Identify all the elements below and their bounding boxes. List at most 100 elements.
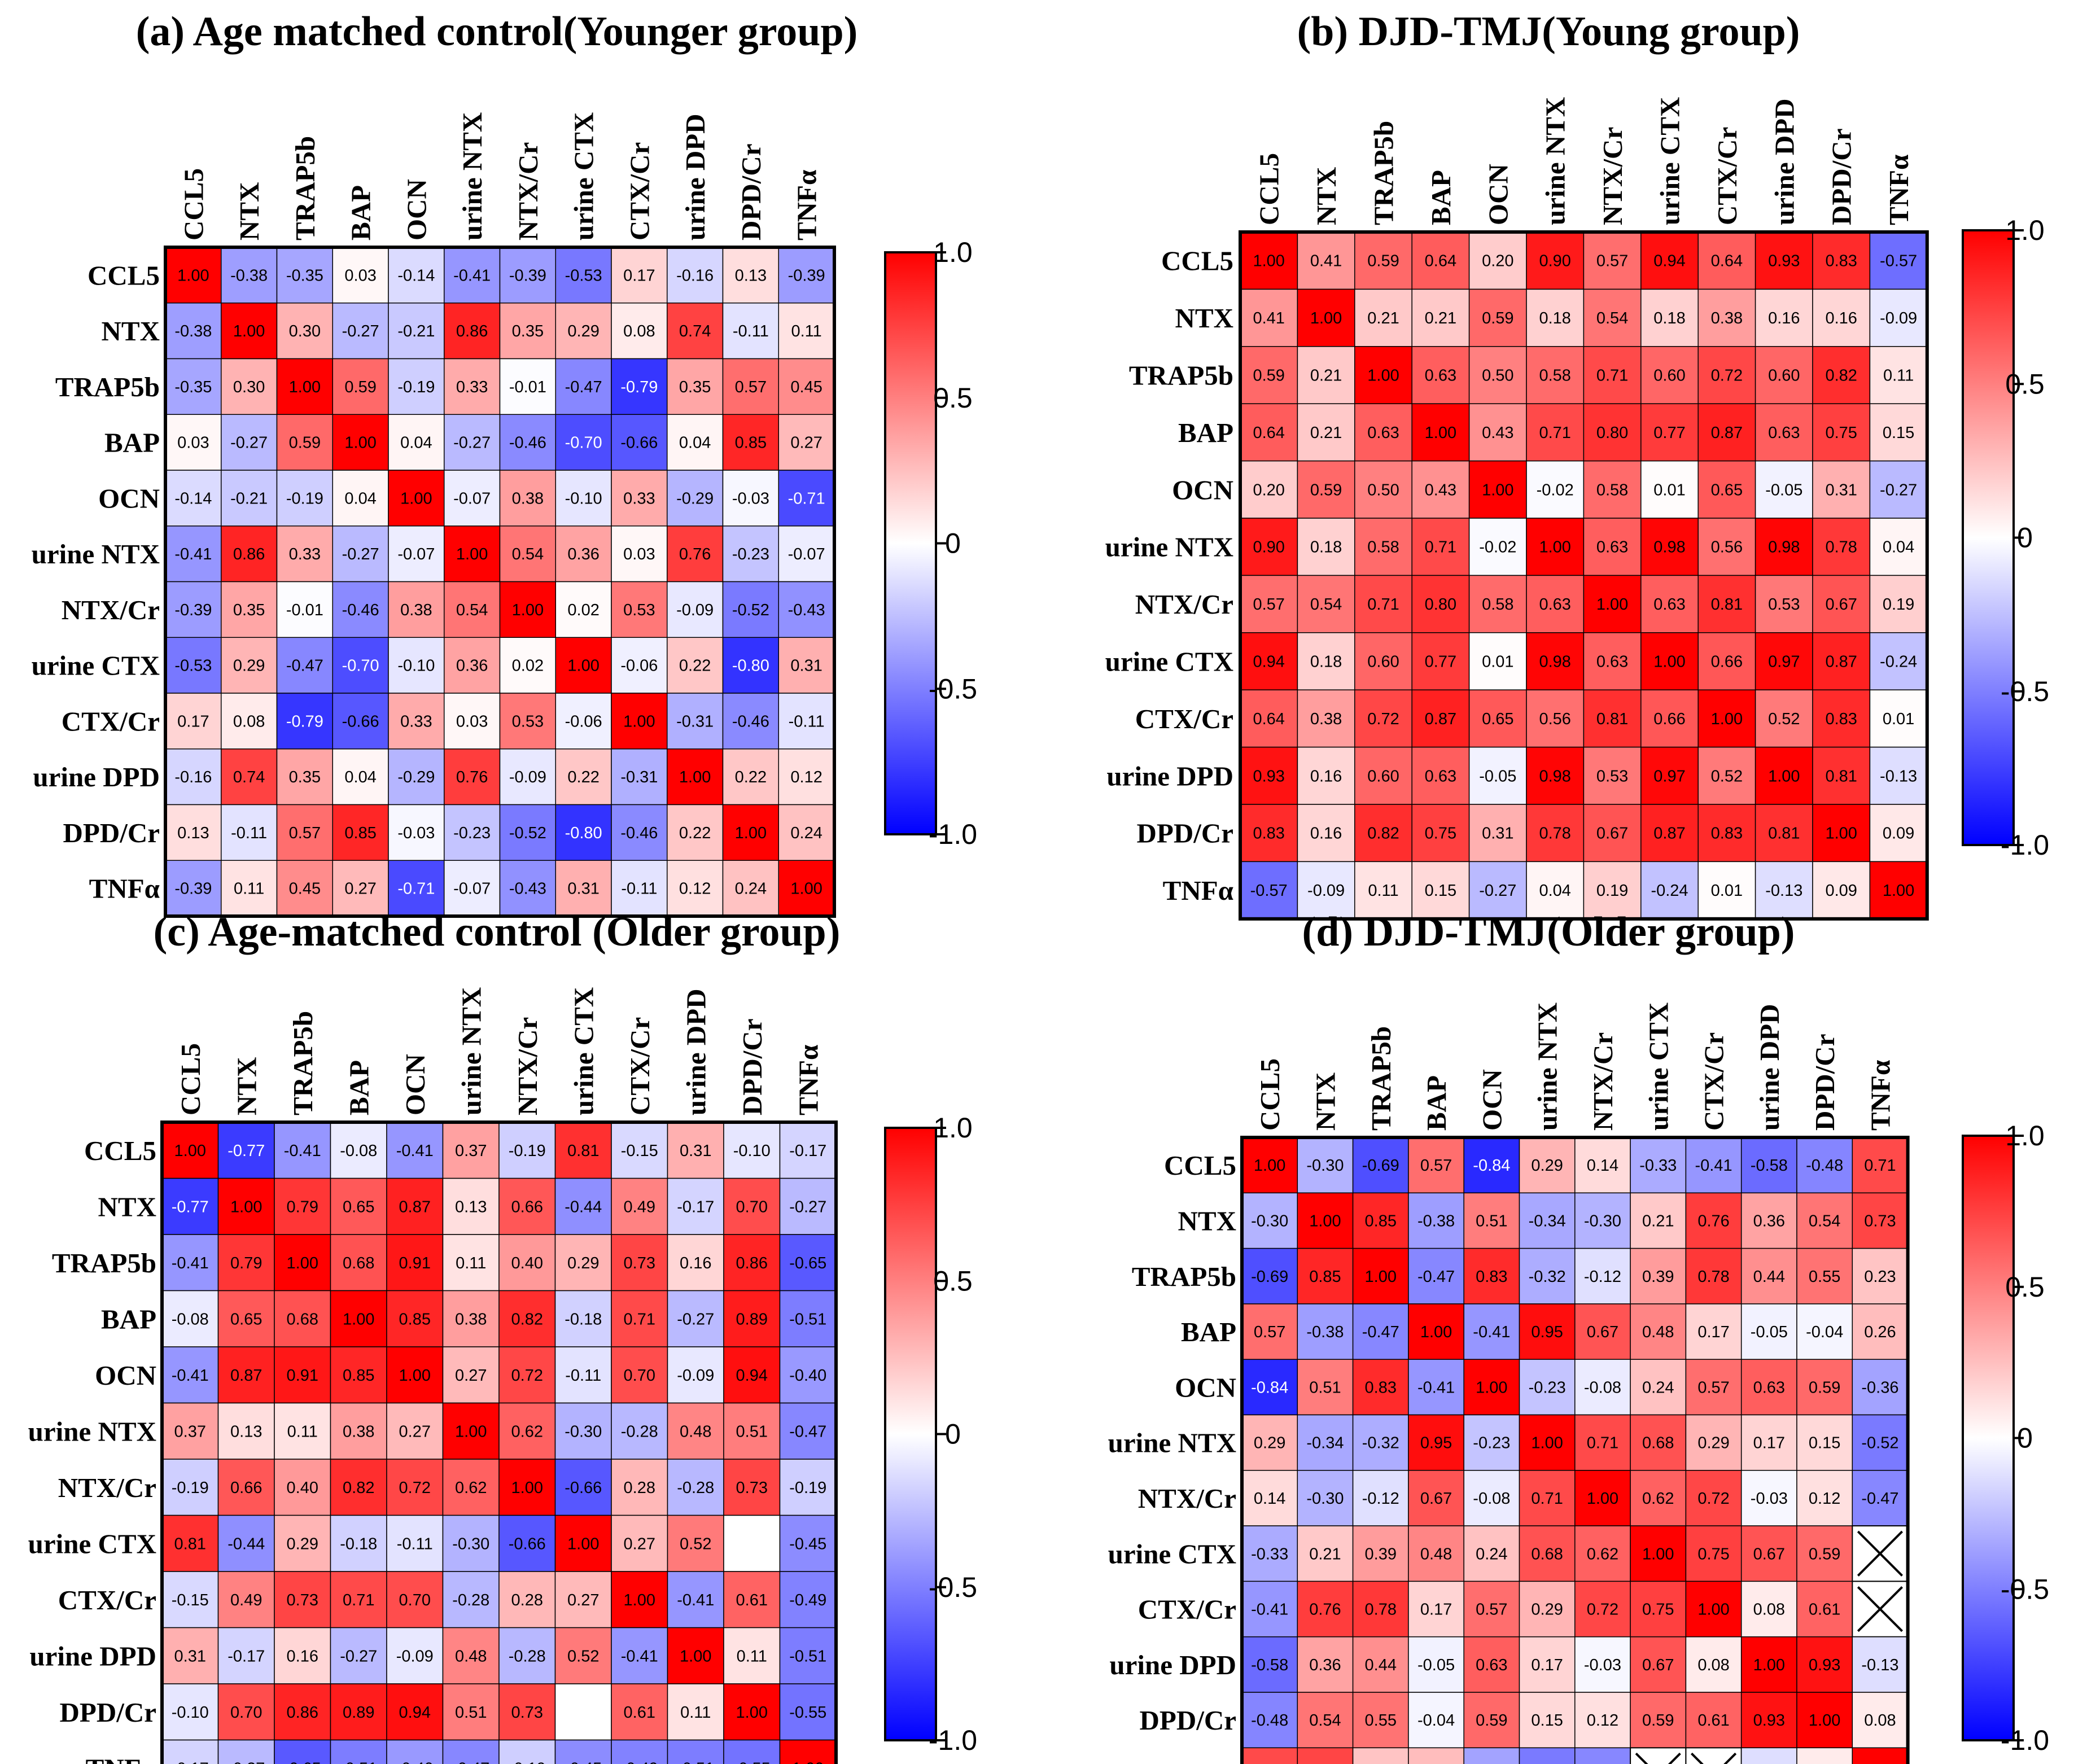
cell-value-label: 0.29 xyxy=(567,1254,599,1272)
cell-value-label: -0.57 xyxy=(1250,882,1288,900)
cell-value-label: -0.77 xyxy=(172,1198,209,1216)
cell-value-label: -0.84 xyxy=(1251,1378,1288,1397)
heatmap-cell xyxy=(1869,288,1928,347)
heatmap-cell xyxy=(1740,1636,1797,1693)
heatmap-cell xyxy=(386,1122,444,1179)
cell-value-label: 0.60 xyxy=(1653,367,1685,385)
cell-value-label: 0.29 xyxy=(1254,1434,1285,1452)
cell-value-label: 0.87 xyxy=(399,1198,431,1216)
cell-value-label: 0.08 xyxy=(1864,1712,1896,1730)
heatmap-cell xyxy=(723,1346,781,1404)
cell-value-label: 0.14 xyxy=(1254,1490,1285,1508)
cell-value-label: -0.13 xyxy=(1765,882,1802,900)
cell-value-label: 0.59 xyxy=(1310,481,1342,499)
colorbar-tick-label: 0 xyxy=(945,1419,961,1450)
cell-value-label: 0.01 xyxy=(1883,710,1914,728)
cell-value-label: 0.20 xyxy=(1253,481,1284,499)
heatmap-cell xyxy=(1468,689,1527,748)
cell-value-label: 0.15 xyxy=(1425,882,1456,900)
cell-value-label: 0.75 xyxy=(1825,424,1857,442)
cell-value-label: 0.83 xyxy=(1476,1268,1507,1286)
cell-value-label: -0.02 xyxy=(1479,539,1516,557)
heatmap-cell xyxy=(1740,1581,1797,1638)
row-label: NTX xyxy=(98,1191,156,1222)
missing-cross-line xyxy=(1635,1752,1648,1764)
heatmap-cell xyxy=(555,526,612,583)
heatmap-cell xyxy=(1352,1359,1409,1416)
cell-value-label: 0.40 xyxy=(287,1479,318,1497)
cell-value-label: 0.35 xyxy=(233,601,265,619)
heatmap-cell xyxy=(1574,1525,1631,1582)
heatmap-cell xyxy=(1297,689,1355,748)
column-label: TRAP5b xyxy=(290,136,321,240)
heatmap-cell xyxy=(388,358,445,415)
cell-value-label: 0.54 xyxy=(1809,1212,1840,1230)
heatmap-cell xyxy=(1354,632,1412,690)
heatmap-cell xyxy=(1463,1692,1520,1749)
cell-value-label: 0.04 xyxy=(1539,882,1570,900)
cell-value-label: 0.23 xyxy=(1864,1268,1896,1286)
heatmap-cell xyxy=(330,1178,387,1235)
heatmap-cell xyxy=(779,1739,837,1764)
cell-value-label: 0.17 xyxy=(1697,1323,1729,1341)
heatmap-cell xyxy=(274,1346,331,1404)
heatmap-cell xyxy=(778,804,835,861)
heatmap-cell xyxy=(1297,1470,1354,1526)
panel-title: (b) DJD-TMJ(Young group) xyxy=(1297,8,1800,55)
heatmap-cell xyxy=(444,303,501,360)
heatmap-cell xyxy=(1685,1359,1742,1416)
cell-value-label: 0.52 xyxy=(1768,710,1800,728)
heatmap-cell xyxy=(274,1290,331,1347)
cell-value-label: 0.98 xyxy=(1768,539,1800,557)
cell-value-label: 0.90 xyxy=(1253,539,1284,557)
cell-value-label: 0.87 xyxy=(1653,825,1685,843)
cell-value-label: 0.35 xyxy=(289,768,321,786)
cell-value-label: 0.59 xyxy=(1253,367,1284,385)
cell-value-label: 0.94 xyxy=(1653,252,1685,270)
heatmap-cell xyxy=(161,1514,219,1572)
cell-value-label: 0.63 xyxy=(1768,424,1800,442)
heatmap-cell xyxy=(1408,1248,1464,1305)
heatmap-cell xyxy=(1352,1414,1409,1471)
cell-value-label: 0.12 xyxy=(1587,1712,1618,1730)
heatmap-cell xyxy=(1583,346,1642,404)
cell-value-label: 0.65 xyxy=(1482,710,1513,728)
heatmap-cell xyxy=(1297,288,1355,347)
cell-value-label: 0.08 xyxy=(1753,1601,1785,1619)
cell-value-label: 0.48 xyxy=(680,1422,711,1441)
cell-value-label: 1.00 xyxy=(1642,1545,1674,1563)
cell-value-label: -0.32 xyxy=(1529,1268,1566,1286)
cell-value-label: 0.37 xyxy=(455,1142,487,1160)
column-label: CCL5 xyxy=(1254,1058,1285,1131)
heatmap-cell xyxy=(1630,1692,1687,1749)
cell-value-label: 0.72 xyxy=(1711,367,1743,385)
cell-value-label: 0.31 xyxy=(1482,825,1513,843)
heatmap-cell xyxy=(667,749,724,806)
heatmap-cell xyxy=(1685,1692,1742,1749)
cell-value-label: 1.00 xyxy=(1253,252,1284,270)
heatmap-cell xyxy=(1240,804,1298,863)
heatmap-cell xyxy=(1630,1137,1687,1194)
cell-value-label: 0.87 xyxy=(230,1367,262,1385)
cell-value-label: -0.08 xyxy=(1473,1490,1510,1508)
cell-value-label: -0.13 xyxy=(1861,1656,1898,1674)
heatmap-cell xyxy=(611,303,668,360)
missing-cross-line xyxy=(1690,1752,1704,1764)
heatmap-cell xyxy=(1354,689,1412,748)
row-label: urine DPD xyxy=(1109,1649,1236,1680)
heatmap-cell xyxy=(1640,288,1699,347)
cell-value-label: 0.33 xyxy=(289,545,321,563)
heatmap-cell xyxy=(1240,746,1298,805)
heatmap-cell xyxy=(1583,689,1642,748)
heatmap-cell xyxy=(386,1627,444,1684)
heatmap-cell xyxy=(1241,1747,1298,1764)
cell-value-label: -0.79 xyxy=(286,712,323,730)
cell-value-label: -0.41 xyxy=(677,1591,714,1609)
cell-value-label: 0.39 xyxy=(1642,1268,1674,1286)
heatmap-cell xyxy=(1812,632,1871,690)
cell-value-label: 0.63 xyxy=(1425,767,1456,785)
cell-value-label: 0.61 xyxy=(1809,1601,1840,1619)
heatmap-frame xyxy=(1240,1136,1910,1764)
cell-value-label: 0.85 xyxy=(1309,1268,1341,1286)
cell-value-label: 0.38 xyxy=(1711,309,1743,327)
